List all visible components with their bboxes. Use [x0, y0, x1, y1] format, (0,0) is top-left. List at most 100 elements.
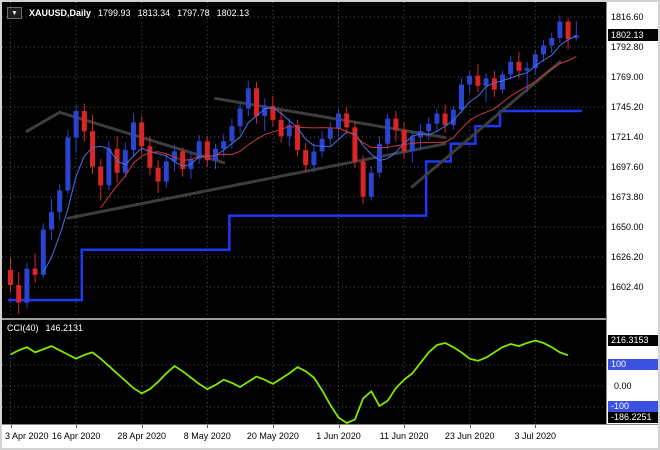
candle-body: [352, 127, 358, 162]
candle-body: [368, 172, 374, 197]
candle-body: [500, 74, 505, 90]
price-scale[interactable]: 1802.13 216.3153 100 0.00 -100 -186.2251…: [606, 2, 658, 424]
date-tick-mark: [469, 425, 471, 428]
trendline[interactable]: [410, 60, 562, 189]
candle-body: [401, 129, 407, 152]
price-tick-label: 1602.40: [611, 281, 644, 292]
candle-body: [98, 166, 104, 186]
date-tick-mark: [272, 425, 274, 428]
candle-body: [278, 119, 284, 137]
date-tick-label: 3 Apr 2020: [5, 431, 49, 441]
candle-body: [360, 161, 366, 197]
candle-body: [90, 131, 95, 167]
cci-min-label: -186.2251: [608, 412, 658, 423]
candle-body: [245, 88, 251, 109]
chart-plot-area[interactable]: ▼ XAUUSD,Daily 1799.93 1813.34 1797.78 1…: [2, 2, 606, 424]
candle-body: [377, 143, 382, 173]
candle-body: [459, 84, 464, 110]
moving-average-line: [42, 35, 577, 273]
candle-body: [409, 137, 415, 152]
candle-body: [385, 118, 391, 144]
candle-body: [319, 138, 325, 152]
candle-body: [450, 109, 456, 125]
candle-body: [221, 141, 227, 149]
date-tick-mark: [404, 425, 406, 428]
price-tick-label: 1626.20: [611, 251, 644, 262]
candle-body: [73, 111, 79, 138]
candle-body: [393, 118, 399, 130]
main-chart-canvas[interactable]: [2, 2, 606, 424]
price-tick-label: 1769.00: [611, 71, 644, 82]
candle-body: [204, 141, 210, 161]
price-tick-label: 1673.80: [611, 191, 644, 202]
candle-body: [24, 268, 30, 303]
candle-body: [295, 124, 300, 151]
date-tick-mark: [76, 425, 78, 428]
date-tick-mark: [10, 425, 12, 428]
cci-max-label: 216.3153: [608, 335, 658, 346]
candle-body: [573, 35, 579, 39]
candle-body: [311, 151, 317, 166]
date-tick-label: 23 Jun 2020: [444, 431, 495, 441]
price-tick-label: 1792.80: [611, 41, 644, 52]
candle-body: [32, 268, 38, 275]
price-tick-label: 1697.60: [611, 161, 644, 172]
panel-separator[interactable]: [2, 318, 606, 320]
candle-body: [155, 167, 161, 182]
candle-body: [40, 229, 46, 275]
date-tick-mark: [141, 425, 143, 428]
candle-body: [237, 108, 243, 127]
candle-body: [483, 78, 489, 86]
cci-line: [10, 339, 569, 424]
date-tick-label: 8 May 2020: [183, 431, 231, 441]
date-tick-label: 16 Apr 2020: [51, 431, 101, 441]
date-tick-label: 11 Jun 2020: [379, 431, 429, 441]
cci-zero-label: 0.00: [614, 381, 632, 391]
date-tick-mark: [207, 425, 209, 428]
price-tick-label: 1721.40: [611, 131, 644, 142]
cci-level-100-label: 100: [608, 359, 658, 370]
candle-body: [147, 146, 153, 168]
trendline[interactable]: [214, 96, 447, 140]
candle-body: [122, 150, 128, 173]
candle-body: [106, 148, 112, 186]
symbol-dropdown-button[interactable]: ▼: [7, 7, 22, 19]
trendline[interactable]: [66, 142, 447, 220]
candle-body: [327, 128, 333, 139]
ohlc-close: 1802.13: [216, 8, 250, 18]
symbol-bar: ▼ XAUUSD,Daily 1799.93 1813.34 1797.78 1…: [7, 7, 249, 19]
candle-body: [475, 75, 481, 86]
current-price-box: 1802.13: [608, 29, 658, 41]
cci-name: CCI(40): [7, 323, 39, 333]
chart-background: [2, 2, 606, 424]
support-stepline[interactable]: [8, 109, 582, 302]
candle-body: [139, 122, 145, 147]
date-tick-label: 20 May 2020: [246, 431, 299, 441]
price-tick-label: 1745.20: [611, 101, 644, 112]
date-tick-label: 1 Jun 2020: [316, 431, 361, 441]
symbol-label: XAUUSD,Daily: [29, 8, 92, 18]
price-tick-label: 1816.60: [611, 12, 644, 22]
candle-body: [344, 113, 350, 128]
candle-body: [516, 61, 522, 71]
cci-level-minus100-label: -100: [608, 401, 658, 412]
candle-body: [557, 21, 563, 38]
candle-body: [524, 68, 530, 71]
candle-body: [303, 150, 309, 166]
candle-body: [65, 137, 71, 191]
ohlc-high: 1813.34: [137, 8, 171, 18]
date-tick-mark: [338, 425, 340, 428]
candle-body: [426, 123, 432, 132]
trendline[interactable]: [25, 110, 62, 133]
candle-body: [172, 151, 177, 162]
date-tick-label: 3 Jul 2020: [514, 431, 557, 441]
time-scale[interactable]: 3 Apr 2020 16 Apr 2020 28 Apr 2020 8 May 20…: [2, 424, 658, 448]
date-tick-label: 28 Apr 2020: [117, 431, 166, 441]
candle-body: [131, 122, 136, 151]
candle-body: [16, 284, 22, 303]
candle-body: [491, 78, 497, 90]
candle-body: [8, 269, 13, 285]
cci-value: 146.2131: [45, 323, 84, 333]
ohlc-low: 1797.78: [177, 8, 210, 18]
